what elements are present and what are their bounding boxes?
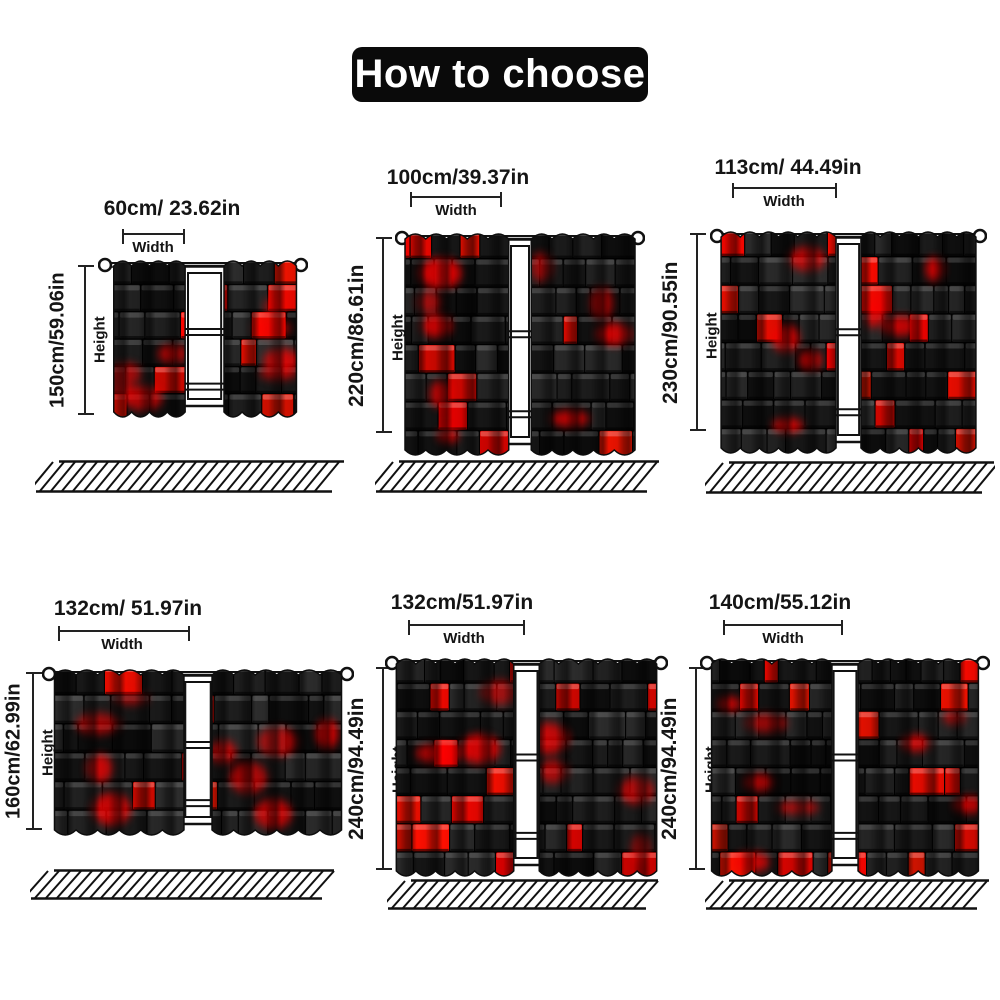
width-measure-line bbox=[408, 620, 525, 635]
floor-hatch bbox=[705, 879, 989, 910]
curtain-window-illustration bbox=[385, 655, 668, 877]
height-dimension-label: 230cm/90.55in bbox=[659, 261, 682, 405]
width-caption: Width bbox=[443, 630, 485, 647]
height-dimension-label: 160cm/62.99in bbox=[2, 683, 25, 819]
curtain-window-illustration bbox=[700, 655, 990, 877]
height-measure-line bbox=[376, 667, 392, 870]
width-measure-line bbox=[732, 183, 837, 198]
floor-hatch bbox=[35, 460, 344, 493]
curtain-window-illustration bbox=[42, 666, 354, 836]
height-measure-line bbox=[78, 265, 94, 415]
width-measure-line bbox=[723, 620, 843, 635]
width-dimension-label: 140cm/55.12in bbox=[708, 591, 852, 614]
width-caption: Width bbox=[762, 630, 804, 647]
floor-hatch bbox=[705, 461, 995, 494]
width-measure-line bbox=[58, 626, 190, 641]
height-measure-line bbox=[690, 233, 706, 431]
height-measure-line bbox=[376, 237, 392, 433]
width-caption: Width bbox=[101, 636, 143, 653]
width-dimension-label: 60cm/ 23.62in bbox=[103, 197, 241, 220]
floor-hatch bbox=[375, 460, 659, 493]
curtain-window-illustration bbox=[710, 228, 987, 454]
height-dimension-label: 240cm/94.49in bbox=[345, 697, 368, 840]
width-measure-line bbox=[122, 229, 185, 244]
page-title: How to choose bbox=[352, 47, 648, 102]
height-measure-line bbox=[689, 667, 705, 870]
width-caption: Width bbox=[132, 239, 174, 256]
width-dimension-label: 100cm/39.37in bbox=[386, 166, 530, 189]
width-dimension-label: 132cm/ 51.97in bbox=[53, 597, 203, 620]
curtain-window-illustration bbox=[395, 230, 645, 456]
curtain-window-illustration bbox=[98, 257, 308, 418]
floor-hatch bbox=[387, 879, 659, 910]
width-measure-line bbox=[410, 192, 502, 207]
width-dimension-label: 113cm/ 44.49in bbox=[714, 156, 862, 179]
width-caption: Width bbox=[435, 202, 477, 219]
width-dimension-label: 132cm/51.97in bbox=[390, 591, 534, 614]
height-dimension-label: 220cm/86.61in bbox=[345, 264, 368, 408]
height-measure-line bbox=[26, 672, 42, 830]
floor-hatch bbox=[30, 869, 335, 900]
height-dimension-label: 150cm/59.06in bbox=[46, 272, 69, 408]
height-dimension-label: 240cm/94.49in bbox=[658, 697, 681, 840]
width-caption: Width bbox=[763, 193, 805, 210]
